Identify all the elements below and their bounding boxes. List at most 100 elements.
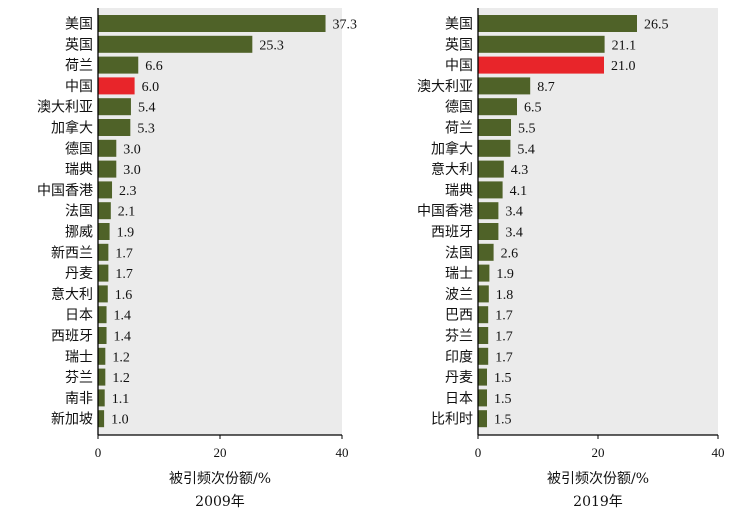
value-label-2019-5: 5.5 [518, 122, 536, 137]
x-axis-label-2019: 被引频次份额/% [547, 471, 649, 487]
bar-2009-1 [98, 35, 253, 53]
value-label-2019-14: 1.7 [495, 309, 513, 324]
category-label-2019-5: 荷兰 [445, 121, 473, 137]
value-label-2019-11: 2.6 [501, 246, 518, 261]
category-label-2009-17: 芬兰 [65, 370, 93, 386]
bar-2009-4 [98, 98, 131, 116]
category-label-2009-8: 中国香港 [37, 183, 93, 199]
chart-panel-2009: 美国 37.3 英国 25.3 荷兰 6.6 中国 6.0 澳大利亚 5.4 加拿大 5.3 德国 3.0… [37, 8, 357, 510]
value-label-2019-0: 26.5 [644, 18, 669, 33]
value-label-2009-1: 25.3 [259, 38, 284, 53]
category-label-2019-9: 中国香港 [417, 204, 473, 220]
value-label-2009-19: 1.0 [111, 413, 129, 428]
category-label-2019-2: 中国 [445, 58, 473, 74]
category-label-2009-16: 瑞士 [65, 349, 93, 365]
bar-2019-19 [478, 410, 487, 428]
bar-2009-2 [98, 56, 139, 74]
category-label-2009-9: 法国 [65, 204, 93, 220]
category-label-2009-6: 德国 [65, 141, 93, 157]
category-label-2009-1: 英国 [65, 36, 93, 53]
bar-2009-5 [98, 119, 131, 136]
x-tick-label-2019-1: 20 [592, 445, 605, 460]
category-label-2009-15: 西班牙 [51, 329, 93, 345]
value-label-2019-2: 21.0 [611, 59, 636, 74]
category-label-2019-12: 瑞士 [445, 266, 473, 282]
value-label-2009-16: 1.2 [112, 350, 130, 365]
category-label-2019-11: 法国 [445, 245, 473, 261]
value-label-2019-16: 1.7 [495, 350, 513, 365]
category-label-2019-6: 加拿大 [431, 140, 473, 157]
value-label-2019-4: 6.5 [524, 101, 542, 116]
bar-2019-17 [478, 368, 487, 386]
bar-2019-12 [478, 264, 490, 282]
bar-2019-11 [478, 243, 494, 261]
value-label-2009-14: 1.4 [114, 309, 132, 324]
value-label-2009-12: 1.7 [115, 267, 132, 282]
category-label-2019-8: 瑞典 [445, 183, 473, 199]
value-label-2009-3: 6.0 [142, 80, 160, 95]
bar-2019-4 [478, 98, 517, 116]
bar-2009-18 [98, 389, 105, 407]
category-label-2009-19: 新加坡 [51, 412, 93, 428]
bar-2019-16 [478, 347, 489, 365]
value-label-2009-17: 1.2 [112, 371, 130, 386]
bar-2009-13 [98, 285, 108, 303]
year-label-2009: 2009年 [195, 494, 245, 510]
value-label-2009-7: 3.0 [123, 163, 141, 178]
category-label-2019-13: 波兰 [445, 287, 473, 303]
bar-2009-9 [98, 202, 111, 220]
value-label-2019-13: 1.8 [496, 288, 514, 303]
category-label-2009-7: 瑞典 [65, 162, 93, 178]
category-label-2009-14: 日本 [65, 308, 93, 324]
bar-2009-19 [98, 410, 105, 428]
chart-panel-2019: 美国 26.5 英国 21.1 中国 21.0 澳大利亚 8.7 德国 6.5 荷兰 5.5 加拿大 5.… [417, 8, 725, 510]
category-label-2009-5: 加拿大 [51, 120, 93, 137]
value-label-2009-5: 5.3 [137, 122, 155, 137]
bar-2019-5 [478, 119, 511, 136]
bar-2019-14 [478, 306, 489, 324]
category-label-2009-12: 丹麦 [65, 266, 93, 282]
bar-2009-16 [98, 347, 106, 365]
value-label-2019-1: 21.1 [612, 38, 637, 53]
category-label-2009-2: 荷兰 [65, 58, 93, 74]
bar-2009-12 [98, 264, 109, 282]
year-label-2019: 2019年 [573, 494, 623, 510]
category-label-2009-0: 美国 [65, 17, 93, 33]
bar-2009-3 [98, 77, 135, 95]
bar-2009-11 [98, 243, 109, 261]
category-label-2019-14: 巴西 [445, 308, 473, 324]
category-label-2019-7: 意大利 [431, 161, 473, 178]
value-label-2009-10: 1.9 [117, 226, 135, 241]
category-label-2019-4: 德国 [445, 100, 473, 116]
value-label-2019-15: 1.7 [495, 330, 513, 345]
bar-2019-9 [478, 202, 499, 220]
bar-2009-10 [98, 223, 110, 240]
x-tick-label-2019-2: 40 [712, 445, 725, 460]
category-label-2009-10: 挪威 [65, 225, 93, 241]
category-label-2019-16: 印度 [445, 349, 473, 365]
category-label-2019-10: 西班牙 [431, 225, 473, 241]
bar-2009-14 [98, 306, 107, 324]
bar-2019-13 [478, 285, 489, 303]
bar-2019-18 [478, 389, 487, 407]
x-tick-label-2009-2: 40 [336, 445, 349, 460]
category-label-2009-11: 新西兰 [51, 245, 93, 261]
bar-2009-17 [98, 368, 106, 386]
category-label-2019-1: 英国 [445, 36, 473, 53]
x-tick-label-2009-0: 0 [95, 445, 102, 460]
value-label-2009-0: 37.3 [333, 18, 358, 33]
category-label-2019-3: 澳大利亚 [417, 79, 473, 95]
category-label-2019-17: 丹麦 [445, 370, 473, 386]
value-label-2009-13: 1.6 [115, 288, 133, 303]
bar-2019-15 [478, 327, 489, 344]
value-label-2009-4: 5.4 [138, 101, 156, 116]
x-tick-label-2009-1: 20 [214, 445, 227, 460]
x-axis-label-2009: 被引频次份额/% [169, 471, 271, 487]
value-label-2019-7: 4.3 [511, 163, 529, 178]
value-label-2019-3: 8.7 [537, 80, 555, 95]
value-label-2019-6: 5.4 [517, 142, 535, 157]
value-label-2009-9: 2.1 [118, 205, 136, 220]
value-label-2019-17: 1.5 [494, 371, 512, 386]
bar-2019-0 [478, 15, 637, 32]
